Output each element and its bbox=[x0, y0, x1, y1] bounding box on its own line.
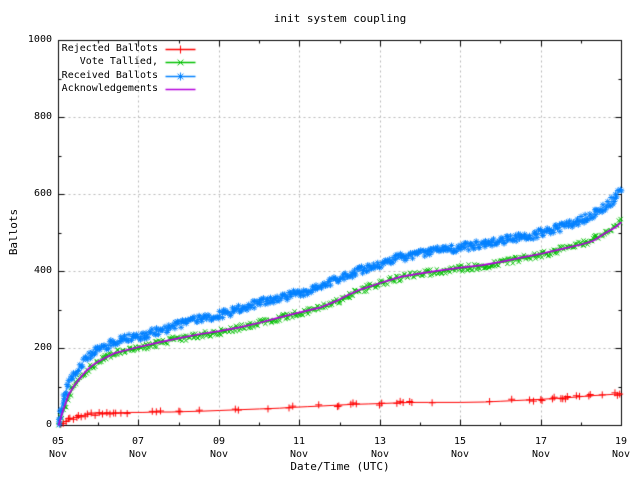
legend-label: Received Ballots bbox=[61, 70, 158, 81]
legend-label: Acknowledgements bbox=[61, 83, 158, 94]
x-tick-day: 05 bbox=[51, 436, 65, 447]
y-tick-label: 1000 bbox=[27, 34, 52, 45]
x-tick-month: Nov bbox=[289, 449, 309, 460]
x-tick-day: 07 bbox=[131, 436, 145, 447]
y-tick-label: 800 bbox=[33, 111, 52, 122]
x-tick-day: 17 bbox=[534, 436, 548, 447]
chart-title: init system coupling bbox=[273, 12, 407, 25]
legend-label: Rejected Ballots bbox=[61, 43, 158, 54]
x-tick-month: Nov bbox=[128, 449, 148, 460]
x-axis-label: Date/Time (UTC) bbox=[290, 460, 390, 473]
x-tick-day: 15 bbox=[453, 436, 467, 447]
x-tick-month: Nov bbox=[48, 449, 68, 460]
x-tick-label: 07 Nov bbox=[116, 435, 160, 461]
x-tick-day: 19 bbox=[614, 436, 628, 447]
x-tick-month: Nov bbox=[370, 449, 390, 460]
x-tick-day: 11 bbox=[292, 436, 306, 447]
x-tick-day: 09 bbox=[212, 436, 226, 447]
x-tick-month: Nov bbox=[611, 449, 631, 460]
x-tick-month: Nov bbox=[209, 449, 229, 460]
x-tick-label: 15 Nov bbox=[438, 435, 482, 461]
x-tick-label: 19 Nov bbox=[599, 435, 640, 461]
y-tick-label: 600 bbox=[33, 188, 52, 199]
x-tick-label: 05 Nov bbox=[36, 435, 80, 461]
x-tick-day: 13 bbox=[373, 436, 387, 447]
x-tick-label: 11 Nov bbox=[277, 435, 321, 461]
x-tick-month: Nov bbox=[531, 449, 551, 460]
y-tick-label: 0 bbox=[45, 419, 52, 430]
x-tick-month: Nov bbox=[450, 449, 470, 460]
x-tick-label: 17 Nov bbox=[519, 435, 563, 461]
legend-label: Vote Tallied, bbox=[79, 56, 158, 67]
y-tick-label: 200 bbox=[33, 342, 52, 353]
y-tick-label: 400 bbox=[33, 265, 52, 276]
x-tick-label: 13 Nov bbox=[358, 435, 402, 461]
x-tick-label: 09 Nov bbox=[197, 435, 241, 461]
